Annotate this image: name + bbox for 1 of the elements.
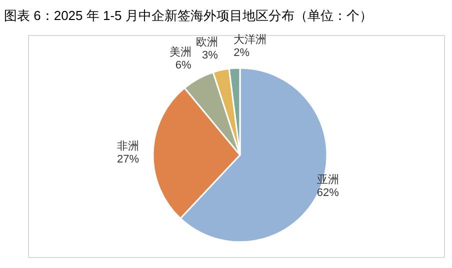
title: 图表 6：2025 年 1-5 月中企新签海外项目地区分布（单位：个） xyxy=(4,8,372,23)
